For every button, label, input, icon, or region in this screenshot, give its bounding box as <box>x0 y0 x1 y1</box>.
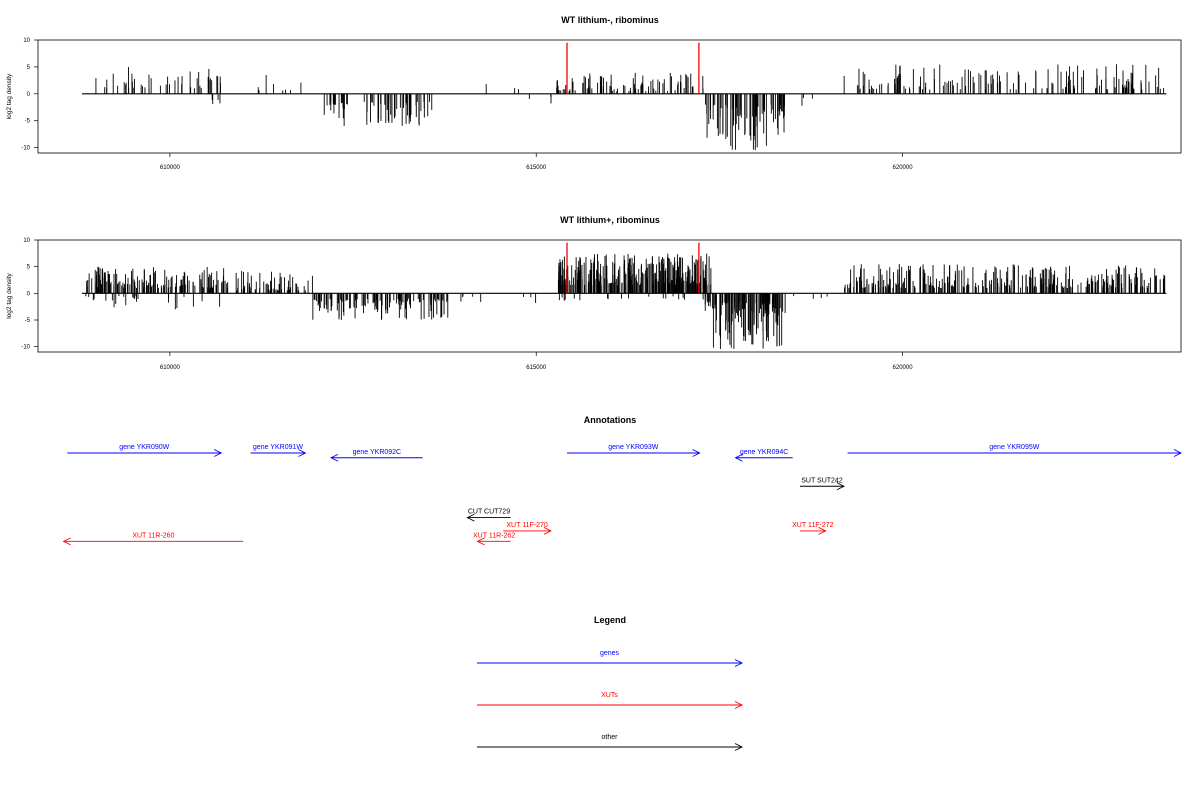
density-bars <box>95 64 1165 151</box>
legend-items: genes XUTs other <box>477 650 744 751</box>
annotations-title: Annotations <box>584 415 637 425</box>
y-tick-label: 0 <box>27 291 31 297</box>
feature-label: gene YKR095W <box>989 444 1039 451</box>
x-tick-label: 610000 <box>160 165 181 171</box>
chart-title: WT lithium+, ribominus <box>560 215 660 225</box>
feature-label: SUT SUT242 <box>801 477 843 484</box>
annotation-feature: XUT 11R-262 <box>473 532 515 546</box>
y-tick-label: 10 <box>23 38 30 44</box>
track-panel-lithium-plus: WT lithium+, ribominus 10 5 0 -5 -10 log2 tag … <box>6 215 1182 371</box>
annotation-feature: CUT CUT729 <box>466 509 511 522</box>
y-tick-label: -10 <box>21 146 30 152</box>
track-panel-lithium-minus: WT lithium-, ribominus 10 5 0 -5 -10 log2 tag … <box>6 15 1182 171</box>
feature-label: gene YKR094C <box>740 449 789 456</box>
legend-item: XUTs <box>477 692 744 709</box>
legend-arrowhead <box>734 701 744 709</box>
annotation-feature: gene YKR095W <box>847 444 1183 457</box>
annotation-feature: gene YKR093W <box>567 444 701 457</box>
feature-arrowhead <box>330 453 339 462</box>
y-axis-label: log2 tag density <box>6 73 13 119</box>
feature-arrowhead <box>692 449 701 457</box>
legend-label: genes <box>600 650 620 657</box>
y-tick-label: -5 <box>25 318 31 324</box>
feature-arrowhead <box>543 526 552 535</box>
legend-arrowhead <box>734 659 744 667</box>
x-tick-label: 620000 <box>893 165 914 171</box>
y-tick-label: 10 <box>23 238 30 244</box>
feature-label: XUT 11R-262 <box>473 532 515 539</box>
y-tick-label: 0 <box>27 92 31 98</box>
y-tick-label: 5 <box>27 265 31 271</box>
annotation-feature: gene YKR094C <box>734 449 793 462</box>
annotation-feature: SUT SUT242 <box>800 477 845 491</box>
legend-title: Legend <box>594 615 626 625</box>
feature-label: gene YKR091W <box>253 444 303 451</box>
legend-label: XUTs <box>601 692 618 699</box>
feature-label: CUT CUT729 <box>468 509 510 516</box>
feature-arrowhead <box>836 482 845 491</box>
plot-frame <box>37 39 1182 154</box>
x-tick-label: 615000 <box>526 365 547 371</box>
x-tick-label: 610000 <box>160 365 181 371</box>
feature-arrowhead <box>1173 449 1183 457</box>
feature-arrowhead <box>476 537 485 546</box>
legend-item: genes <box>477 650 744 667</box>
y-tick-label: -10 <box>21 345 30 351</box>
plot-frame <box>37 239 1182 353</box>
legend-panel: Legend genes XUTs other <box>477 615 744 751</box>
feature-arrowhead <box>818 526 827 535</box>
annotation-feature: XUT 11R-260 <box>62 532 244 546</box>
feature-label: XUT 11F-272 <box>792 522 833 529</box>
feature-label: gene YKR092C <box>353 449 402 456</box>
annotation-feature: XUT 11F-272 <box>792 522 834 535</box>
feature-label: gene YKR093W <box>608 444 658 451</box>
y-tick-label: 5 <box>27 65 31 71</box>
annotation-features: gene YKR090W gene YKR091W gene YKR092C gene… <box>62 444 1183 546</box>
feature-arrowhead <box>466 513 475 522</box>
y-tick-label: -5 <box>25 119 31 125</box>
feature-label: XUT 11R-260 <box>132 532 174 539</box>
annotations-panel: Annotations gene YKR090W gene YKR091Wgene… <box>62 415 1183 546</box>
annotation-feature: gene YKR091W <box>250 444 307 457</box>
annotation-feature: gene YKR090W <box>67 444 223 457</box>
legend-arrowhead <box>734 743 744 751</box>
feature-arrowhead <box>734 453 743 462</box>
annotation-feature: XUT 11F-270 <box>503 522 552 535</box>
annotation-feature: gene YKR092C <box>330 449 423 462</box>
x-tick-label: 615000 <box>526 165 547 171</box>
density-bars <box>85 253 1166 350</box>
legend-item: other <box>477 734 744 751</box>
chart-title: WT lithium-, ribominus <box>561 15 659 25</box>
y-axis-label: log2 tag density <box>6 272 13 318</box>
feature-label: XUT 11F-270 <box>506 522 547 529</box>
feature-arrowhead <box>298 449 307 457</box>
feature-label: gene YKR090W <box>119 444 169 451</box>
x-tick-label: 620000 <box>893 365 914 371</box>
legend-label: other <box>602 734 619 741</box>
feature-arrowhead <box>62 537 71 546</box>
feature-arrowhead <box>213 449 223 457</box>
